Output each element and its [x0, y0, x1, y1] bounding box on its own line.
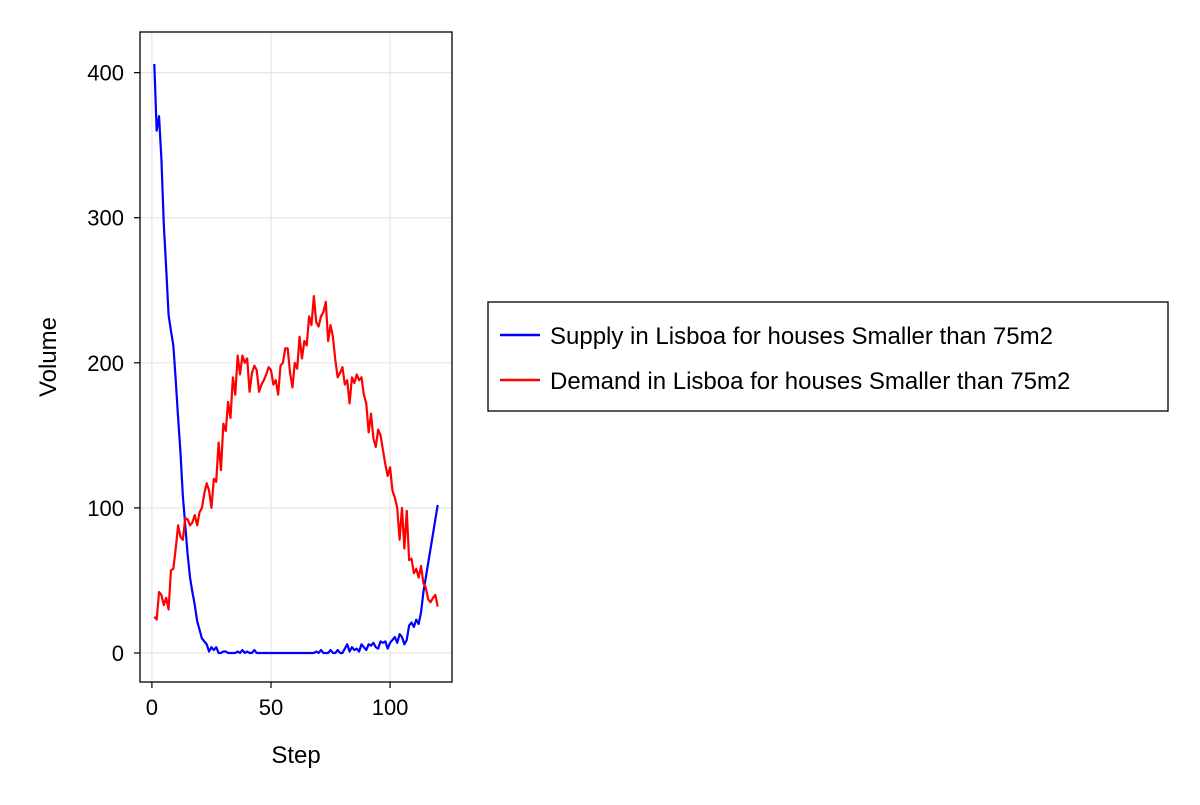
- legend-box: [487, 301, 1169, 412]
- x-tick-label: 100: [372, 695, 409, 720]
- supply-series-line: [153, 63, 439, 655]
- y-tick-label: 400: [87, 61, 124, 86]
- y-tick-label: 100: [87, 496, 124, 521]
- legend: Supply in Lisboa for houses Smaller than…: [487, 301, 1169, 412]
- y-tick-label: 0: [112, 641, 124, 666]
- y-tick-label: 200: [87, 351, 124, 376]
- y-axis-label: Volume: [35, 317, 62, 397]
- grid: [140, 32, 452, 682]
- x-tick-label: 0: [146, 695, 158, 720]
- demand-series-line: [153, 294, 439, 621]
- axis-ticks: 0 50 100 0 100 200 300 400: [87, 61, 408, 720]
- legend-label-demand: Demand in Lisboa for houses Smaller than…: [550, 368, 1070, 395]
- x-tick-label: 50: [259, 695, 283, 720]
- plot-frame: [139, 31, 453, 683]
- series-lines: [153, 63, 439, 655]
- x-axis-label: Step: [271, 742, 320, 769]
- legend-label-supply: Supply in Lisboa for houses Smaller than…: [550, 323, 1053, 350]
- y-tick-label: 300: [87, 206, 124, 231]
